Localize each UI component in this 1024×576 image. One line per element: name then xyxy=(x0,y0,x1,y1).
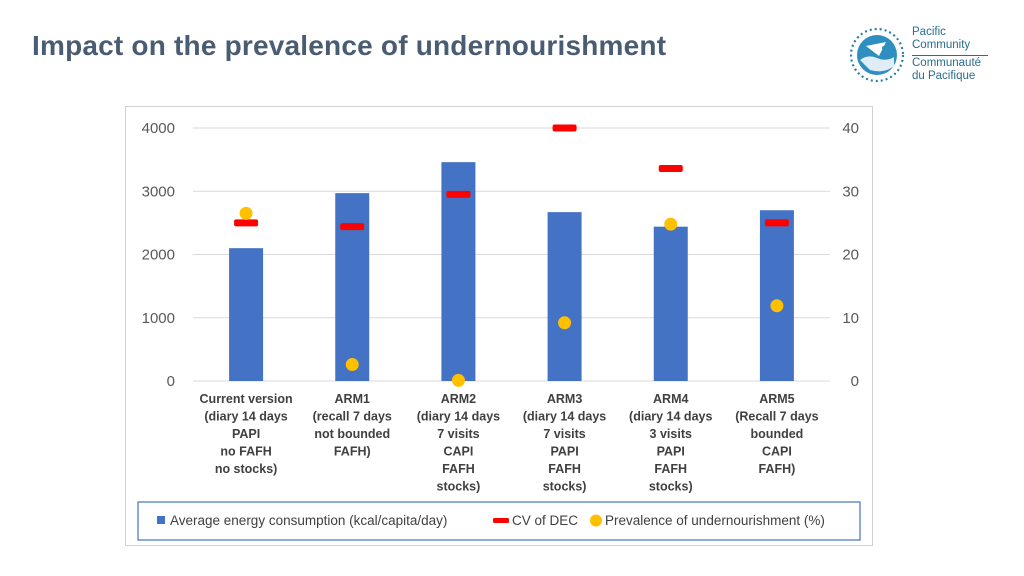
prevalence-marker xyxy=(345,358,359,372)
combo-chart: 0 1000 2000 3000 4000 0 10 20 30 40 Current vers… xyxy=(137,120,861,541)
chart-frame: 0 1000 2000 3000 4000 0 10 20 30 40 Current vers… xyxy=(125,106,873,546)
prevalence-marker xyxy=(770,299,784,313)
bar xyxy=(547,212,582,381)
cv-marker xyxy=(658,164,683,172)
category-label: Current version (diary 14 days PAPI no FAFH… xyxy=(200,392,293,476)
prevalence-series xyxy=(239,206,784,387)
bar xyxy=(441,162,476,381)
legend-label: Prevalence of undernourishment (%) xyxy=(605,513,825,528)
logo-text-pacific: Pacific xyxy=(912,26,946,38)
pacific-community-emblem-icon xyxy=(849,27,905,83)
logo-text-du-pacifique: du Pacifique xyxy=(912,70,976,82)
cv-marker xyxy=(234,219,259,227)
left-axis-ticks: 0 1000 2000 3000 4000 xyxy=(142,120,175,390)
bar xyxy=(759,210,794,381)
prevalence-marker xyxy=(558,316,572,330)
logo-text-communaute: Communauté xyxy=(912,57,982,69)
chart-legend: Average energy consumption (kcal/capita/… xyxy=(137,501,861,541)
logo-text-community: Community xyxy=(912,39,971,51)
right-axis-ticks: 0 10 20 30 40 xyxy=(842,120,859,390)
prevalence-marker xyxy=(239,206,253,220)
logo-divider xyxy=(912,55,988,56)
bar xyxy=(653,226,688,381)
right-tick-label: 40 xyxy=(842,120,859,137)
left-tick-label: 1000 xyxy=(142,310,175,327)
page-title: Impact on the prevalence of undernourish… xyxy=(32,30,667,61)
bar-series xyxy=(229,162,794,381)
gridlines xyxy=(193,127,830,382)
cv-marker xyxy=(764,219,789,227)
legend-bar-swatch xyxy=(157,516,165,524)
right-tick-label: 10 xyxy=(842,310,859,327)
right-tick-label: 20 xyxy=(842,247,859,264)
left-tick-label: 3000 xyxy=(142,183,175,200)
category-label: ARM5 (Recall 7 days bounded CAPI FAFH) xyxy=(735,392,818,476)
bar xyxy=(335,193,370,381)
category-labels: Current version (diary 14 days PAPI no FAFH… xyxy=(200,392,819,494)
cv-marker xyxy=(340,223,365,231)
legend-label: CV of DEC xyxy=(512,513,578,528)
legend-label: Average energy consumption (kcal/capita/… xyxy=(170,513,447,528)
left-tick-label: 2000 xyxy=(142,247,175,264)
legend-dot-swatch xyxy=(590,514,602,527)
right-tick-label: 30 xyxy=(842,183,859,200)
prevalence-marker xyxy=(451,373,465,387)
bar xyxy=(229,248,264,381)
legend-cv-swatch xyxy=(493,518,509,523)
left-tick-label: 4000 xyxy=(142,120,175,137)
logo: Pacific Community Communauté du Pacifiqu… xyxy=(846,24,996,88)
prevalence-marker xyxy=(664,217,678,231)
category-label: ARM4 (diary 14 days 3 visits PAPI FAFH stocks… xyxy=(629,392,712,494)
cv-marker xyxy=(552,124,577,132)
category-label: ARM3 (diary 14 days 7 visits PAPI FAFH stocks… xyxy=(523,392,606,494)
category-label: ARM1 (recall 7 days not bounded FAFH) xyxy=(313,392,392,459)
right-tick-label: 0 xyxy=(851,373,859,390)
cv-series xyxy=(234,124,789,231)
category-label: ARM2 (diary 14 days 7 visits CAPI FAFH stocks… xyxy=(417,392,500,494)
left-tick-label: 0 xyxy=(167,373,175,390)
cv-marker xyxy=(446,190,471,198)
